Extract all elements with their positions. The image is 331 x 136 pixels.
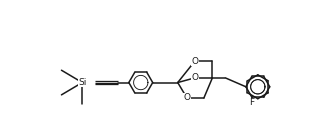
Text: O: O <box>191 57 198 66</box>
Text: O: O <box>183 93 190 102</box>
Text: O: O <box>191 73 198 82</box>
Text: F: F <box>249 98 255 107</box>
Text: Si: Si <box>78 78 86 87</box>
